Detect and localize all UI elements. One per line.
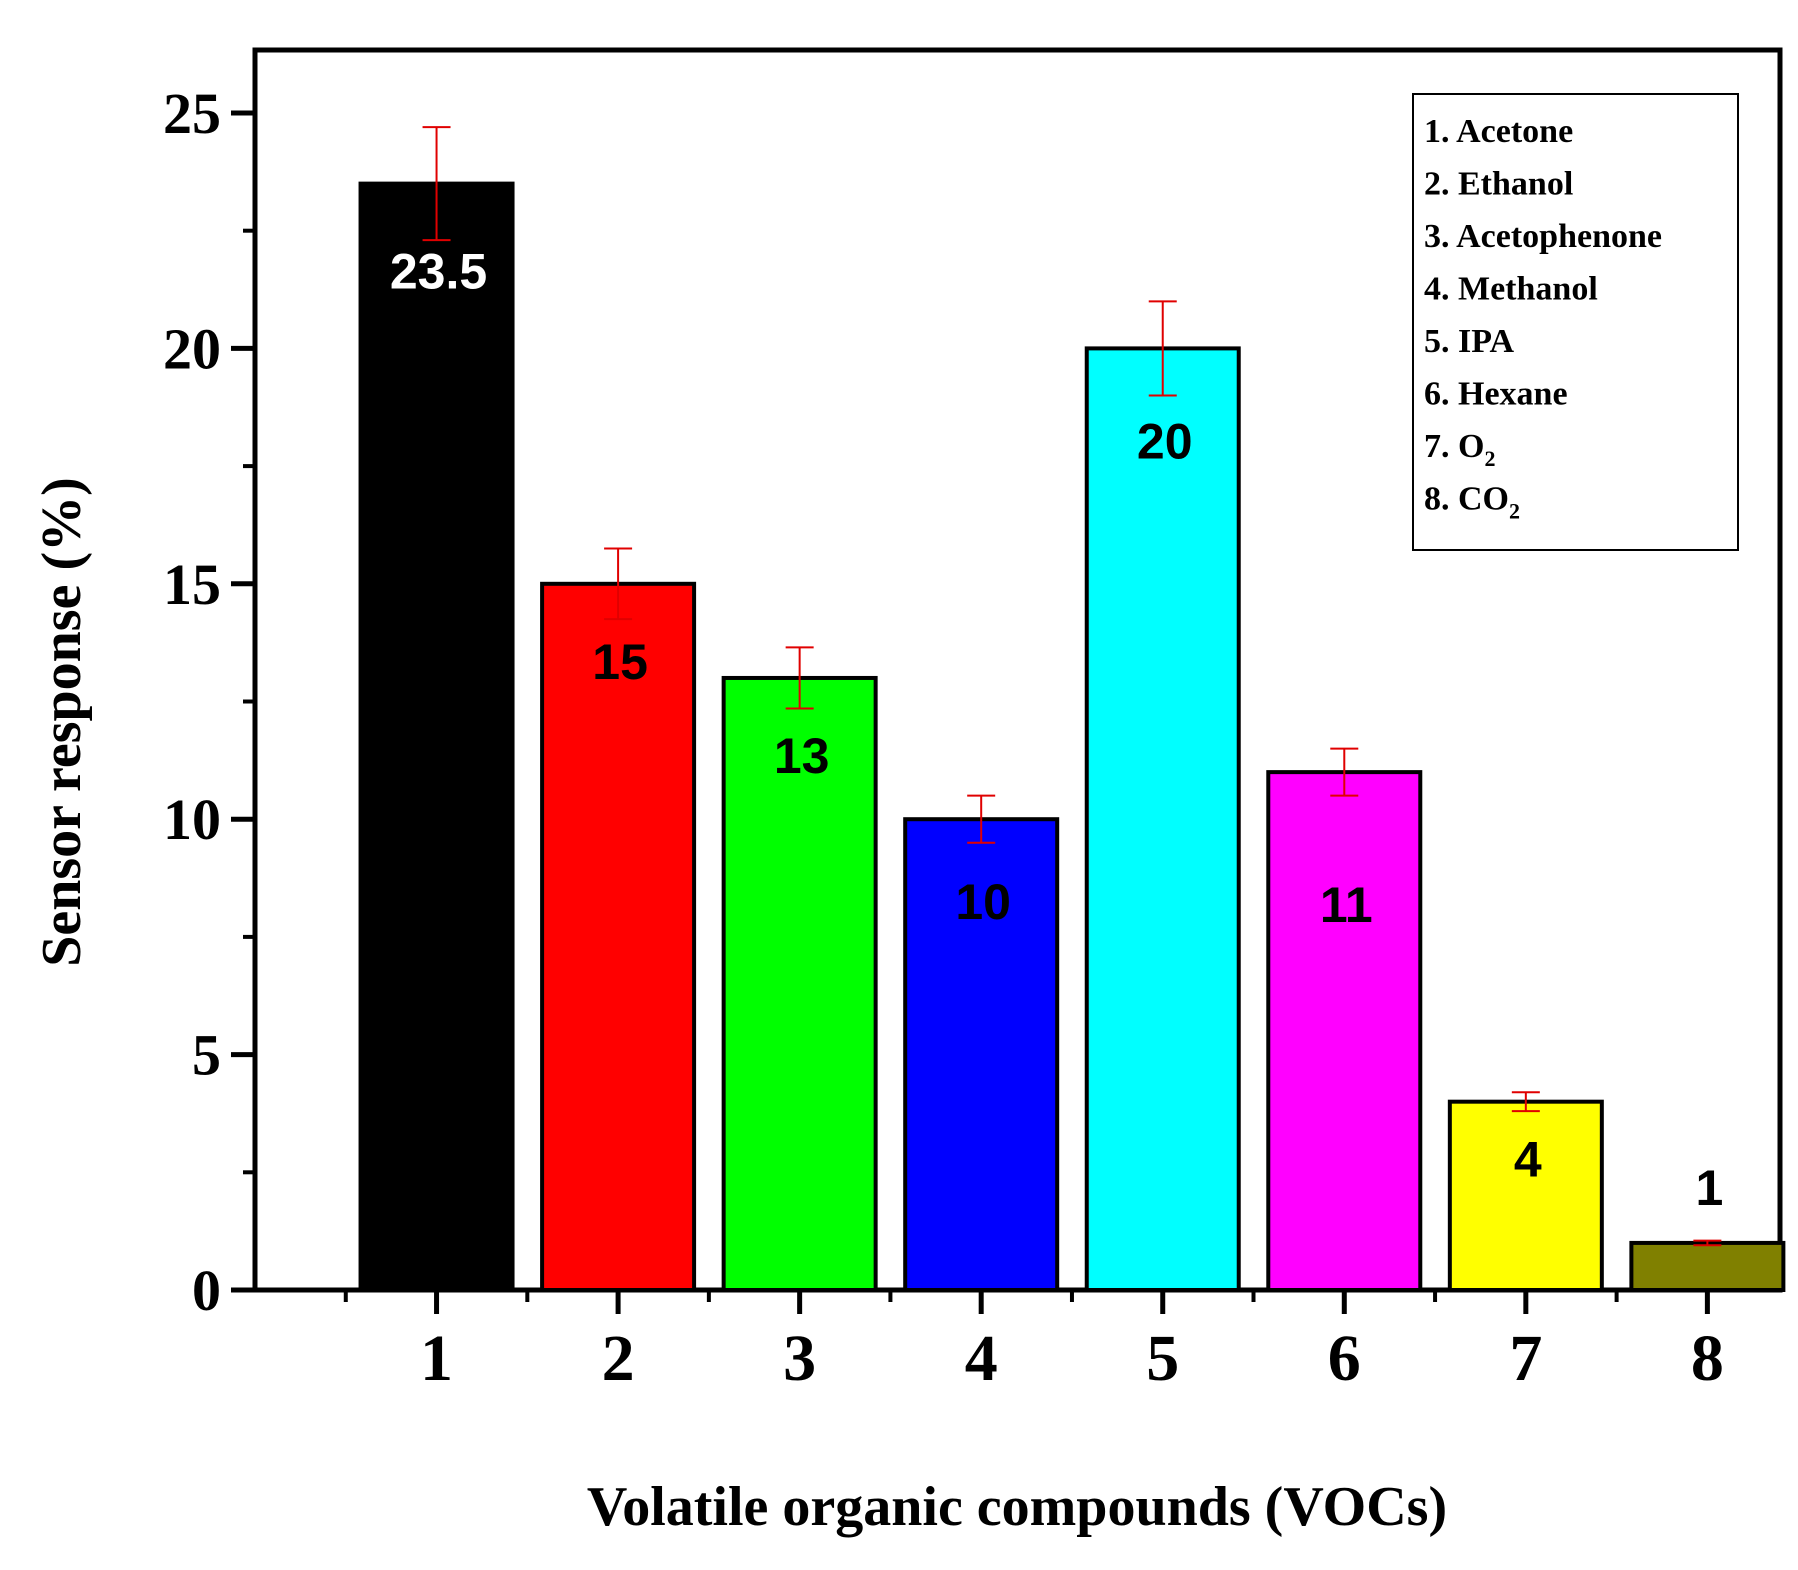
legend-entry: 7. O2 <box>1424 428 1495 471</box>
bar-group: 1 <box>1629 1160 1786 1293</box>
bar <box>1447 1099 1604 1293</box>
bar-group: 23.5 <box>358 126 515 1292</box>
x-tick-label: 6 <box>1328 1322 1361 1395</box>
x-axis-title: Volatile organic compounds (VOCs) <box>587 1476 1447 1538</box>
y-tick-label: 15 <box>163 552 221 617</box>
legend-entry-subscript: 2 <box>1509 499 1520 524</box>
legend-entry-number: 6. <box>1424 376 1458 413</box>
bar-value-label: 15 <box>592 634 648 690</box>
y-tick-label: 10 <box>163 787 221 852</box>
legend-box <box>1412 93 1739 551</box>
legend-entry-label: IPA <box>1458 323 1514 360</box>
bar <box>1084 346 1241 1292</box>
legend-entry-number: 7. <box>1424 428 1458 465</box>
legend-entry-label: Acetophenone <box>1456 218 1662 255</box>
legend-entry-number: 1. <box>1424 113 1456 150</box>
legend-entry-label: CO <box>1458 481 1509 518</box>
bar-value-label: 13 <box>774 728 830 784</box>
x-tick-label: 5 <box>1146 1322 1179 1395</box>
bar-value-label: 11 <box>1320 877 1373 933</box>
bar-value-label: 23.5 <box>390 244 487 300</box>
legend-entry: 3. Acetophenone <box>1424 218 1662 255</box>
bar-group: 10 <box>903 794 1060 1292</box>
y-tick-label: 0 <box>192 1258 221 1323</box>
bar-group: 13 <box>721 646 878 1292</box>
x-tick-label: 8 <box>1691 1322 1724 1395</box>
y-tick-label: 20 <box>163 316 221 381</box>
legend-entry: 2. Ethanol <box>1424 166 1573 203</box>
legend-entry: 6. Hexane <box>1424 376 1568 413</box>
ticks-layer: 0 5 10 15 20 25 1 2 3 4 5 6 7 8 <box>163 81 1724 1395</box>
legend-entry: 4. Methanol <box>1424 271 1598 308</box>
bars-layer: 23.5 15 13 10 20 11 4 1 <box>358 126 1786 1293</box>
bar-group: 20 <box>1084 300 1241 1292</box>
legend-entry-label: Ethanol <box>1458 166 1573 203</box>
legend-entry: 1. Acetone <box>1424 113 1573 150</box>
legend-entry: 8. CO2 <box>1424 481 1520 524</box>
bar-value-label: 10 <box>955 874 1011 930</box>
legend-entry-number: 2. <box>1424 166 1458 203</box>
bar <box>1629 1240 1786 1293</box>
bar-group: 15 <box>540 547 697 1292</box>
x-tick-label: 1 <box>420 1322 453 1395</box>
bar-value-label: 20 <box>1137 413 1193 469</box>
legend-entry-label: O <box>1458 428 1484 465</box>
y-tick-label: 5 <box>192 1023 221 1088</box>
legend-entry-number: 8. <box>1424 481 1458 518</box>
bar <box>358 181 515 1292</box>
bar-value-label: 4 <box>1514 1132 1542 1188</box>
bar <box>1266 770 1423 1292</box>
bar-value-label: 1 <box>1695 1160 1723 1216</box>
y-tick-label: 25 <box>163 81 221 146</box>
x-tick-label: 2 <box>602 1322 635 1395</box>
bar-group: 11 <box>1266 747 1423 1292</box>
bar-group: 4 <box>1447 1091 1604 1293</box>
bar <box>540 581 697 1292</box>
legend-entry-subscript: 2 <box>1484 446 1495 471</box>
legend-entry-number: 4. <box>1424 271 1458 308</box>
legend-entry-label: Hexane <box>1458 376 1568 413</box>
legend-entry-number: 3. <box>1424 218 1456 255</box>
legend-entry: 5. IPA <box>1424 323 1514 360</box>
legend-entry-label: Methanol <box>1458 271 1598 308</box>
legend-entry-number: 5. <box>1424 323 1458 360</box>
x-tick-label: 3 <box>783 1322 816 1395</box>
x-tick-label: 4 <box>965 1322 998 1395</box>
legend-entry-label: Acetone <box>1456 113 1573 150</box>
y-axis-title: Sensor response (%) <box>31 477 93 967</box>
x-tick-label: 7 <box>1509 1322 1542 1395</box>
